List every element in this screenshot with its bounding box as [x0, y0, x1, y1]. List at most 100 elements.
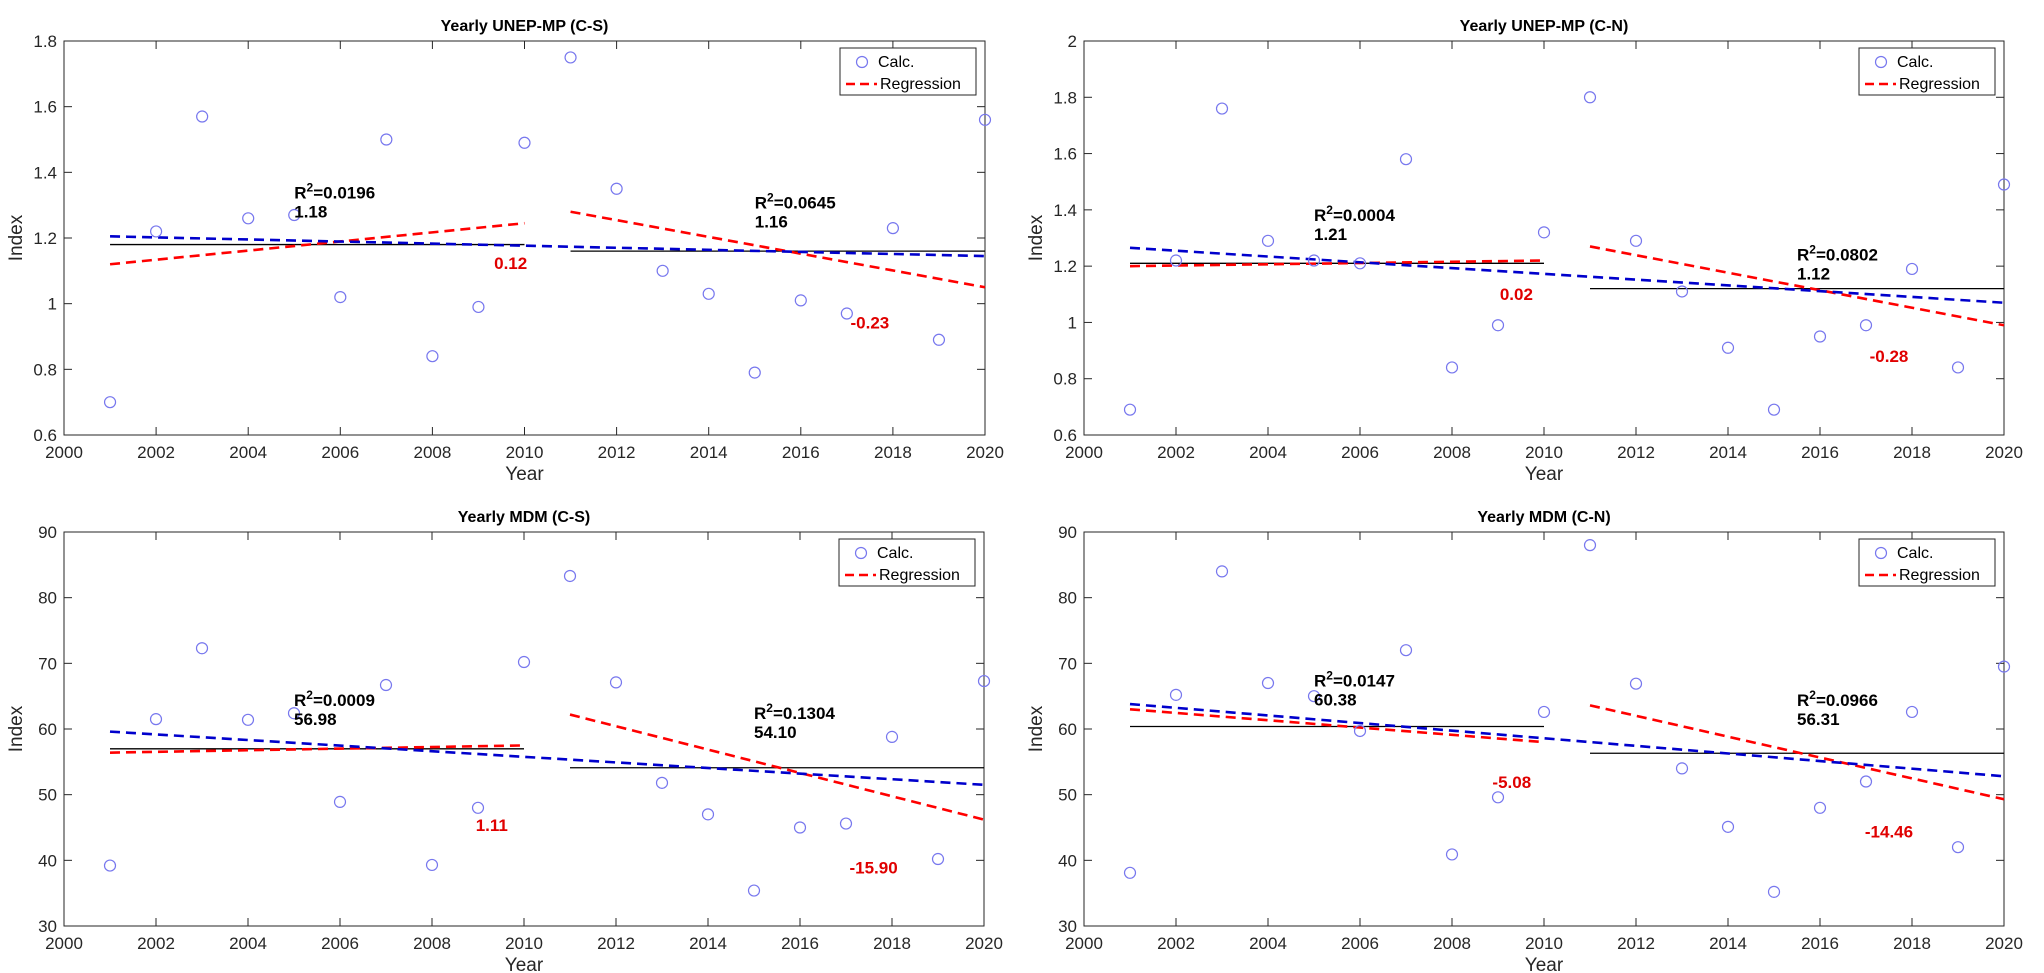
data-point [977, 674, 991, 688]
y-tick-label: 40 [1058, 851, 1077, 870]
legend-label-regression: Regression [879, 567, 960, 584]
legend-label-regression: Regression [880, 76, 961, 93]
y-tick-label: 1.2 [33, 229, 57, 248]
regression-line [1589, 704, 2005, 801]
x-tick-label: 2006 [1341, 443, 1379, 462]
data-point [1537, 705, 1551, 719]
y-tick-label: 1.8 [1053, 88, 1077, 107]
y-tick-label: 60 [1058, 720, 1077, 739]
x-tick-label: 2010 [1525, 443, 1563, 462]
data-point [1675, 762, 1689, 775]
data-point [1675, 285, 1689, 298]
data-point [1399, 644, 1413, 657]
data-point [932, 333, 946, 346]
x-tick-label: 2002 [137, 443, 175, 462]
data-point [1583, 91, 1597, 104]
data-point [287, 707, 301, 720]
legend-label-calc: Calc. [878, 54, 914, 71]
data-point [1905, 262, 1919, 276]
x-tick-label: 2014 [690, 443, 728, 462]
data-point [1813, 801, 1827, 814]
x-tick-label: 2002 [1157, 443, 1195, 462]
legend-marker-calc [855, 55, 869, 69]
y-tick-label: 80 [38, 589, 57, 608]
mean-value-label: 60.38 [1314, 690, 1357, 709]
x-tick-label: 2000 [45, 443, 83, 462]
x-tick-label: 2008 [1433, 934, 1471, 953]
mean-value-label: 56.98 [294, 710, 337, 729]
mean-value-label: 56.31 [1797, 710, 1840, 729]
y-tick-label: 1.6 [1053, 145, 1077, 164]
data-point [701, 808, 715, 821]
x-tick-label: 2008 [413, 934, 451, 953]
x-tick-label: 2012 [1617, 443, 1655, 462]
mean-value-label: 54.10 [754, 723, 797, 742]
x-tick-label: 2002 [1157, 934, 1195, 953]
data-point [150, 225, 163, 238]
data-point [1215, 565, 1229, 578]
x-tick-label: 2012 [1617, 934, 1655, 953]
regression-line [570, 210, 986, 289]
data-point [1123, 866, 1137, 879]
r-squared-label: R2=0.0196 [294, 181, 375, 203]
data-point [1169, 254, 1183, 267]
data-point [1767, 885, 1781, 898]
y-axis-label: Index [1026, 705, 1047, 752]
y-tick-label: 1.2 [1053, 257, 1077, 276]
data-point [1261, 234, 1275, 247]
x-tick-label: 2020 [966, 443, 1004, 462]
data-point [931, 852, 945, 866]
legend-marker-calc [1874, 55, 1888, 69]
data-point [1767, 403, 1781, 416]
y-tick-label: 70 [38, 654, 57, 673]
mean-value-label: 1.18 [294, 203, 327, 222]
regression-line [1129, 259, 1545, 268]
data-point [241, 713, 255, 726]
data-point [1905, 705, 1919, 719]
data-point [1353, 257, 1367, 270]
y-tick-label: 80 [1058, 589, 1077, 608]
data-point [379, 678, 393, 692]
data-point [748, 366, 761, 379]
r-squared-label: R2=0.0966 [1797, 688, 1878, 710]
x-tick-label: 2006 [321, 934, 359, 953]
data-point [794, 294, 807, 307]
r-squared-label: R2=0.0009 [294, 688, 375, 710]
data-point [103, 859, 117, 872]
data-point [1721, 341, 1735, 354]
x-tick-label: 2010 [505, 934, 543, 953]
regression-line [109, 221, 525, 266]
x-axis-label: Year [1525, 464, 1564, 485]
y-tick-label: 70 [1058, 654, 1077, 673]
legend-label-calc: Calc. [1897, 545, 1933, 562]
y-tick-label: 0.8 [33, 360, 57, 379]
data-point [1813, 330, 1827, 343]
data-point [195, 642, 209, 655]
data-point [288, 208, 301, 222]
x-axis-label: Year [1525, 955, 1564, 973]
r-squared-label: R2=0.1304 [754, 701, 835, 723]
x-tick-label: 2014 [689, 934, 727, 953]
slope-label: -15.90 [849, 858, 897, 877]
plot-area [1083, 531, 2005, 927]
data-point [609, 676, 623, 689]
data-point [242, 212, 255, 225]
legend-marker-calc [1874, 546, 1888, 560]
data-point [334, 291, 347, 304]
data-point [1951, 841, 1965, 854]
legend-label-regression: Regression [1899, 567, 1980, 584]
legend: Calc. Regression [1858, 538, 1996, 587]
overall-line [109, 730, 985, 787]
x-tick-label: 2004 [1249, 934, 1287, 953]
data-point [1859, 775, 1873, 788]
data-point [1307, 690, 1321, 703]
x-tick-label: 2004 [229, 934, 267, 953]
x-tick-label: 2020 [965, 934, 1003, 953]
data-point [1537, 226, 1551, 239]
data-point [426, 350, 439, 363]
x-tick-label: 2020 [1985, 934, 2023, 953]
data-point [1307, 254, 1321, 267]
slope-label: 1.11 [476, 816, 508, 835]
y-tick-label: 1.4 [33, 163, 57, 182]
x-tick-label: 2016 [1801, 443, 1839, 462]
